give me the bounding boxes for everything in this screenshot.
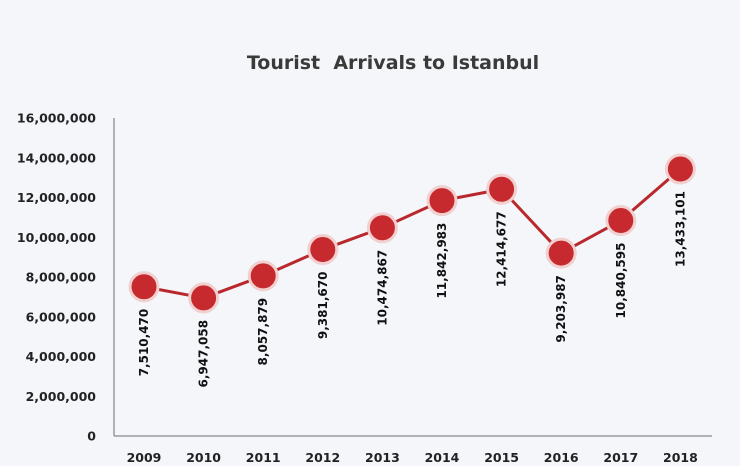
series-line [143,167,682,300]
data-labels: 7,510,470 6,947,058 8,057,879 9,381,670 10,4… [137,191,687,387]
x-tick-label: 2009 [127,450,162,465]
y-tick-label: 14,000,000 [17,150,96,165]
data-label: 7,510,470 [137,309,151,377]
data-point [486,173,518,205]
chart-title: Tourist Arrivals to Istanbul [247,52,539,74]
data-point [664,153,696,185]
x-tick-label: 2011 [246,450,281,465]
data-markers [128,153,696,314]
x-tick-label: 2015 [484,450,519,465]
x-axis-ticks: 2009 2010 2011 2012 2013 2014 2015 2016 2017 2018 [127,450,698,465]
data-point [545,237,577,269]
y-tick-label: 2,000,000 [26,389,97,404]
x-tick-label: 2014 [425,450,460,465]
x-tick-label: 2016 [544,450,579,465]
y-tick-label: 16,000,000 [17,111,96,126]
y-tick-label: 6,000,000 [26,309,97,324]
y-tick-label: 8,000,000 [26,270,97,285]
series-line-path [143,167,682,300]
data-point [605,205,637,237]
data-point [366,212,398,244]
y-tick-label: 12,000,000 [17,190,96,205]
y-tick-label: 10,000,000 [17,230,96,245]
data-point [128,271,160,303]
y-tick-label: 0 [87,429,96,444]
data-label: 12,414,677 [495,211,509,287]
data-label: 13,433,101 [673,191,687,267]
axes [113,118,712,437]
data-point [188,282,220,314]
data-point [307,234,339,266]
y-axis-ticks: 0 2,000,000 4,000,000 6,000,000 8,000,000 10,… [17,111,96,444]
data-label: 8,057,879 [256,298,270,366]
data-label: 9,203,987 [554,275,568,343]
data-label: 10,840,595 [614,243,628,319]
data-label: 6,947,058 [197,320,211,388]
data-label: 11,842,983 [435,223,449,299]
x-tick-label: 2017 [603,450,638,465]
data-point [247,260,279,292]
y-tick-label: 4,000,000 [26,349,97,364]
x-tick-label: 2018 [663,450,698,465]
x-tick-label: 2010 [186,450,221,465]
x-tick-label: 2012 [305,450,340,465]
data-point [426,185,458,217]
x-tick-label: 2013 [365,450,400,465]
data-label: 9,381,670 [316,272,330,340]
data-label: 10,474,867 [375,250,389,326]
